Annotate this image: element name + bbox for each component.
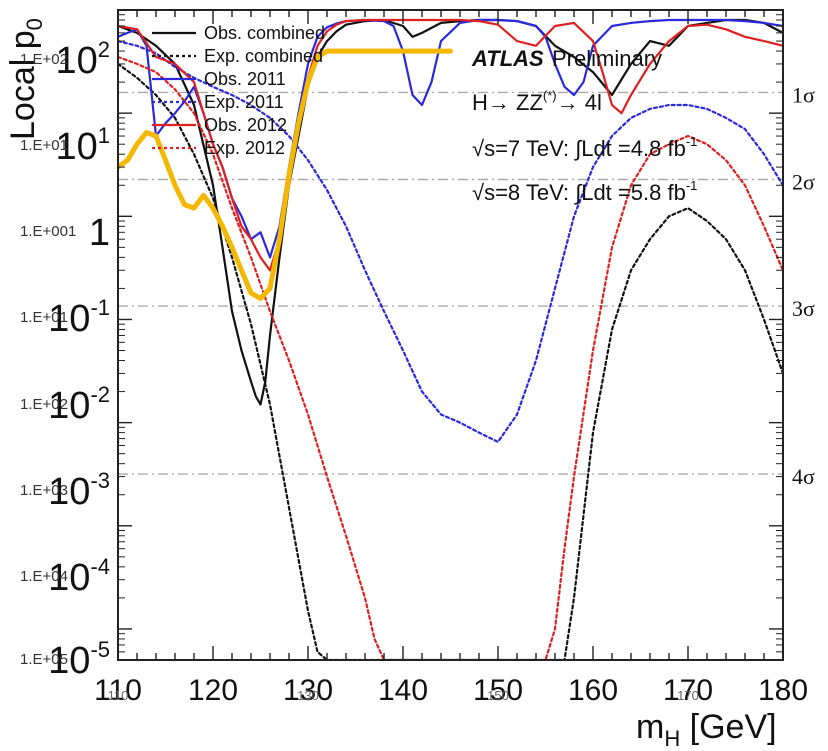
y-tick-exponent: -5 bbox=[90, 637, 110, 662]
y-tick-exponent: 2 bbox=[98, 37, 110, 62]
y-tick-overlay-label: 1.E+05 bbox=[20, 651, 68, 668]
y-axis-label-sub: 0 bbox=[22, 18, 47, 30]
x-axis-label-main: m bbox=[636, 708, 664, 746]
x-tick-label: 130 bbox=[283, 674, 333, 707]
series-line bbox=[118, 40, 783, 443]
series-line bbox=[118, 62, 783, 660]
y-tick-label: 1 bbox=[89, 212, 110, 254]
x-tick-label: 110 bbox=[94, 674, 142, 707]
y-tick-base: 10 bbox=[55, 126, 97, 168]
y-tick-base: 10 bbox=[48, 471, 90, 513]
y-tick-base: 10 bbox=[48, 557, 90, 599]
x-axis-label-sub: H bbox=[664, 726, 680, 751]
y-tick-exponent: -3 bbox=[90, 468, 110, 493]
y-axis-label: Local p0 bbox=[4, 18, 47, 140]
y-tick-base: 10 bbox=[48, 640, 90, 682]
plot-background bbox=[118, 10, 783, 660]
series-group bbox=[118, 18, 783, 660]
y-tick-exponent: -4 bbox=[90, 554, 110, 579]
status-label: Preliminary bbox=[552, 46, 662, 71]
y-tick-overlay-label: 1.E+02 bbox=[20, 396, 68, 413]
x-tick-overlay-label: 110 bbox=[108, 688, 129, 703]
sigma-label: 3σ bbox=[792, 296, 815, 321]
experiment-label: ATLAS bbox=[471, 46, 544, 71]
y-tick-exponent: -2 bbox=[90, 382, 110, 407]
sigma-lines: 1σ 2σ 3σ 4σ bbox=[118, 82, 815, 489]
x-tick-label: 120 bbox=[188, 674, 238, 707]
x-axis-label: mH [GeV] bbox=[636, 708, 777, 751]
x-tick-overlay-label: 150 bbox=[487, 688, 509, 703]
y-tick-base: 10 bbox=[48, 385, 90, 427]
y-tick-overlay-label: 1.E+001 bbox=[20, 223, 76, 240]
legend: Obs. combined Exp. combined Obs. 2011 Exp. … bbox=[152, 23, 325, 158]
y-tick-label: 10-5 bbox=[48, 637, 110, 682]
series-line bbox=[118, 55, 783, 660]
x-tick-label: 170 bbox=[663, 674, 713, 707]
legend-label: Exp. 2011 bbox=[204, 92, 284, 112]
legend-label: Exp. 2012 bbox=[204, 138, 285, 158]
y-tick-base: 1 bbox=[89, 212, 110, 254]
lumi-8-sup: -1 bbox=[686, 178, 698, 193]
legend-label: Obs. 2011 bbox=[204, 69, 286, 89]
process-main: H→ ZZ bbox=[472, 90, 543, 115]
x-tick-overlay-label: 170 bbox=[677, 688, 699, 703]
x-axis-label-unit: [GeV] bbox=[680, 708, 776, 746]
sigma-label: 2σ bbox=[792, 169, 815, 194]
y-tick-overlay-label: 1.E+02 bbox=[20, 51, 68, 68]
x-tick-label: 140 bbox=[378, 674, 428, 707]
lumi-8-main: √s=8 TeV: ∫Ldt =5.8 fb bbox=[472, 180, 686, 205]
legend-label: Obs. 2012 bbox=[204, 115, 287, 135]
process-tail: → 4l bbox=[557, 90, 602, 115]
lumi-7-main: √s=7 TeV: ∫Ldt =4.8 fb bbox=[472, 136, 686, 161]
y-tick-overlay-label: 1.E+01 bbox=[20, 309, 68, 326]
sigma-label: 1σ bbox=[792, 82, 815, 107]
lumi-8-label: √s=8 TeV: ∫Ldt =5.8 fb-1 bbox=[472, 178, 697, 205]
y-tick-label: 102 bbox=[55, 37, 110, 82]
y-tick-label: 10-3 bbox=[48, 468, 110, 513]
x-tick-label: 160 bbox=[568, 674, 618, 707]
series-line bbox=[118, 48, 453, 301]
x-tick-overlay-label: 130 bbox=[297, 688, 319, 703]
legend-label: Exp. combined bbox=[204, 46, 323, 66]
legend-label: Obs. combined bbox=[204, 23, 325, 43]
process-label: H→ ZZ(*)→ 4l bbox=[472, 88, 602, 115]
y-tick-overlay-label: 1.E+04 bbox=[20, 568, 68, 585]
annotations: ATLAS Preliminary H→ ZZ(*)→ 4l √s=7 TeV:… bbox=[471, 46, 697, 205]
lumi-7-sup: -1 bbox=[686, 134, 698, 149]
x-tick-label: 150 bbox=[473, 674, 523, 707]
y-tick-base: 10 bbox=[55, 40, 97, 82]
y-tick-label: 10-1 bbox=[48, 295, 110, 340]
sigma-label: 4σ bbox=[792, 464, 815, 489]
y-tick-label: 10-4 bbox=[48, 554, 110, 599]
x-tick-label: 180 bbox=[758, 674, 808, 707]
y-tick-base: 10 bbox=[48, 298, 90, 340]
y-tick-label: 101 bbox=[55, 123, 110, 168]
lumi-7-label: √s=7 TeV: ∫Ldt =4.8 fb-1 bbox=[472, 134, 697, 161]
y-tick-label: 10-2 bbox=[48, 382, 110, 427]
y-axis-label-main: Local p bbox=[4, 30, 42, 140]
y-tick-overlay-label: 1.E+03 bbox=[20, 482, 68, 499]
y-tick-exponent: -1 bbox=[90, 295, 110, 320]
y-tick-exponent: 1 bbox=[98, 123, 110, 148]
y-tick-overlay-label: 1.E+01 bbox=[20, 137, 68, 154]
process-sup: (*) bbox=[543, 88, 557, 103]
